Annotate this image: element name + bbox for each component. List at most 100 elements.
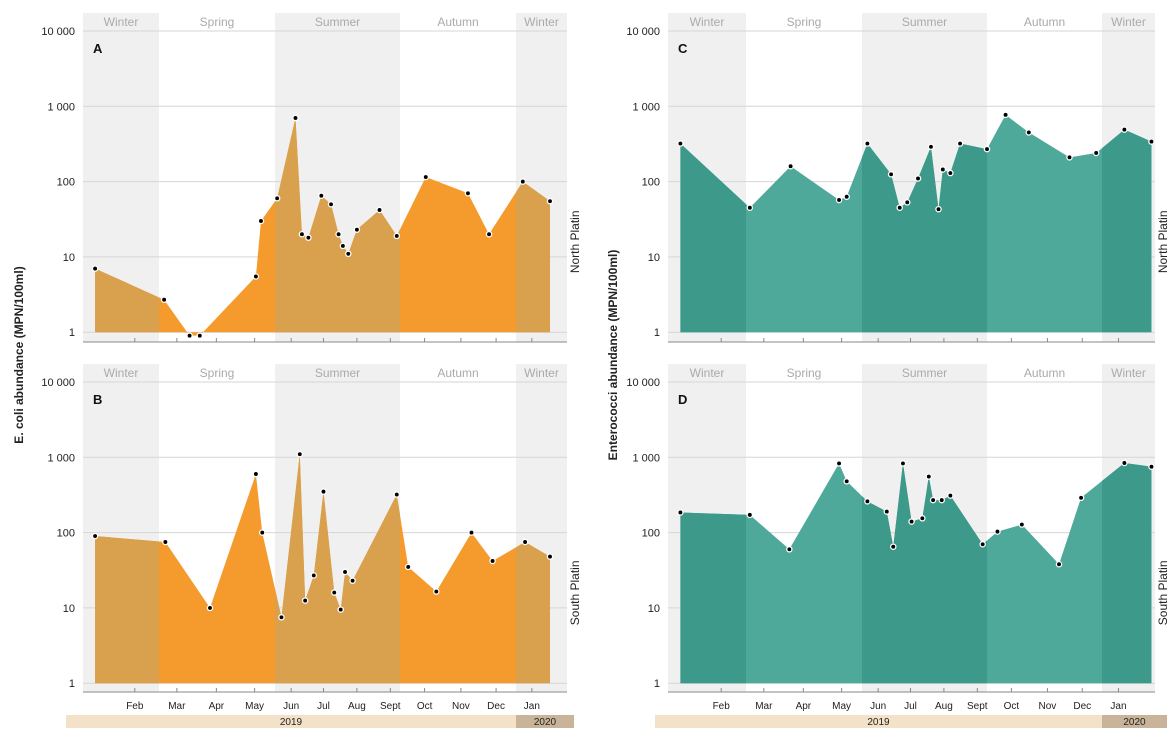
year-label: 2019 bbox=[280, 717, 303, 728]
data-point bbox=[746, 204, 754, 211]
data-point bbox=[983, 145, 991, 153]
y-tick-label: 10 000 bbox=[626, 26, 660, 38]
data-point bbox=[864, 498, 871, 505]
site-label: North Platin bbox=[1156, 210, 1167, 273]
x-tick-label: Sept bbox=[380, 701, 401, 712]
season-label: Autumn bbox=[1024, 366, 1065, 380]
panel-b: Winter Spring Summer Autumn Winter 1 10 100 1 00… bbox=[41, 364, 582, 693]
x-tick-label: Jan bbox=[524, 701, 540, 712]
y-tick-label: 1 000 bbox=[47, 101, 75, 113]
season-label: Winter bbox=[524, 15, 559, 29]
data-point bbox=[393, 232, 401, 240]
data-point bbox=[929, 496, 937, 504]
season-label: Summer bbox=[902, 366, 947, 380]
data-point bbox=[186, 332, 193, 339]
data-point bbox=[746, 511, 754, 519]
data-point bbox=[91, 265, 99, 272]
y-tick-label: 1 bbox=[69, 678, 75, 690]
data-point bbox=[489, 557, 496, 565]
season-label: Spring bbox=[787, 15, 822, 29]
data-point bbox=[91, 532, 99, 540]
data-point bbox=[337, 606, 344, 613]
season-label: Autumn bbox=[1024, 15, 1065, 29]
data-point bbox=[341, 568, 349, 576]
x-axes: Feb Mar Apr May Jun Jul Aug Sept Oct Nov Dec Jan 201… bbox=[66, 701, 1167, 728]
season-dark-band bbox=[1102, 463, 1152, 684]
site-label: North Platin bbox=[568, 210, 582, 273]
data-point bbox=[335, 230, 342, 238]
data-point bbox=[899, 460, 907, 467]
y-tick-label: 1 000 bbox=[632, 101, 660, 113]
data-point bbox=[327, 201, 335, 208]
data-point bbox=[956, 140, 964, 147]
season-label: Spring bbox=[200, 15, 235, 29]
x-tick-label: Aug bbox=[935, 701, 953, 712]
year-band-2020 bbox=[516, 715, 574, 728]
data-point bbox=[252, 273, 260, 280]
data-point bbox=[979, 541, 986, 548]
data-point bbox=[345, 250, 352, 258]
year-band-2019 bbox=[66, 715, 516, 728]
data-point bbox=[320, 488, 327, 495]
data-point bbox=[546, 553, 554, 560]
data-point bbox=[887, 171, 895, 178]
data-point bbox=[914, 175, 922, 182]
site-label: South Platin bbox=[1156, 560, 1167, 625]
data-point bbox=[298, 230, 306, 238]
year-band-2019 bbox=[655, 715, 1102, 728]
year-label: 2020 bbox=[534, 717, 557, 728]
y-tick-label: 100 bbox=[642, 528, 660, 540]
season-label: Summer bbox=[902, 15, 947, 29]
y-tick-label: 100 bbox=[57, 177, 75, 189]
y-axis-label-ecoli: E. coli abundance (MPN/100ml) bbox=[12, 266, 26, 443]
data-point bbox=[376, 206, 383, 214]
panel-letter-d: D bbox=[678, 392, 687, 407]
y-tick-label: 1 000 bbox=[632, 452, 660, 464]
y-tick-label: 10 000 bbox=[41, 26, 75, 38]
x-tick-label: May bbox=[832, 701, 851, 712]
season-label: Spring bbox=[787, 366, 822, 380]
data-point bbox=[349, 577, 356, 584]
x-tick-label: Jan bbox=[1110, 701, 1126, 712]
season-label: Summer bbox=[315, 15, 360, 29]
data-point bbox=[546, 197, 554, 205]
data-point bbox=[1121, 459, 1128, 467]
data-point bbox=[904, 199, 911, 206]
season-label: Winter bbox=[690, 366, 725, 380]
x-tick-label: Dec bbox=[1073, 701, 1091, 712]
x-tick-label: Oct bbox=[417, 701, 433, 712]
data-point bbox=[464, 190, 472, 197]
panels: Winter Spring Summer Autumn Winter 1 10 100 1 00… bbox=[41, 13, 1167, 693]
data-point bbox=[393, 491, 401, 498]
data-point bbox=[994, 528, 1001, 535]
data-point bbox=[1121, 126, 1128, 133]
data-point bbox=[835, 460, 843, 467]
data-point bbox=[521, 538, 529, 546]
y-tick-label: 10 000 bbox=[626, 377, 660, 389]
panel-letter-a: A bbox=[93, 41, 103, 56]
data-point bbox=[908, 518, 915, 525]
x-tick-label: Dec bbox=[487, 701, 505, 712]
data-point bbox=[301, 597, 309, 604]
y-axis-label-enterococci: Enterococci abundance (MPN/100ml) bbox=[606, 250, 620, 461]
x-tick-label: Mar bbox=[168, 701, 186, 712]
season-label: Winter bbox=[690, 15, 725, 29]
data-point bbox=[160, 296, 168, 303]
data-point bbox=[947, 492, 954, 499]
y-tick-label: 100 bbox=[57, 528, 75, 540]
data-point bbox=[196, 332, 204, 339]
data-point bbox=[835, 196, 843, 204]
data-point bbox=[947, 169, 954, 177]
panel-d: Winter Spring Summer Autumn Winter 1 10 100 1 00… bbox=[626, 364, 1167, 693]
y-tick-label: 1 000 bbox=[47, 452, 75, 464]
panel-a: Winter Spring Summer Autumn Winter 1 10 100 1 00… bbox=[41, 13, 582, 343]
panel-letter-c: C bbox=[678, 41, 688, 56]
data-point bbox=[422, 173, 430, 181]
year-label: 2019 bbox=[867, 717, 890, 728]
data-point bbox=[278, 614, 285, 621]
data-point bbox=[252, 470, 260, 478]
y-tick-label: 10 bbox=[63, 603, 75, 615]
y-tick-label: 10 bbox=[63, 252, 75, 264]
data-point bbox=[939, 166, 947, 173]
season-label: Autumn bbox=[437, 15, 478, 29]
